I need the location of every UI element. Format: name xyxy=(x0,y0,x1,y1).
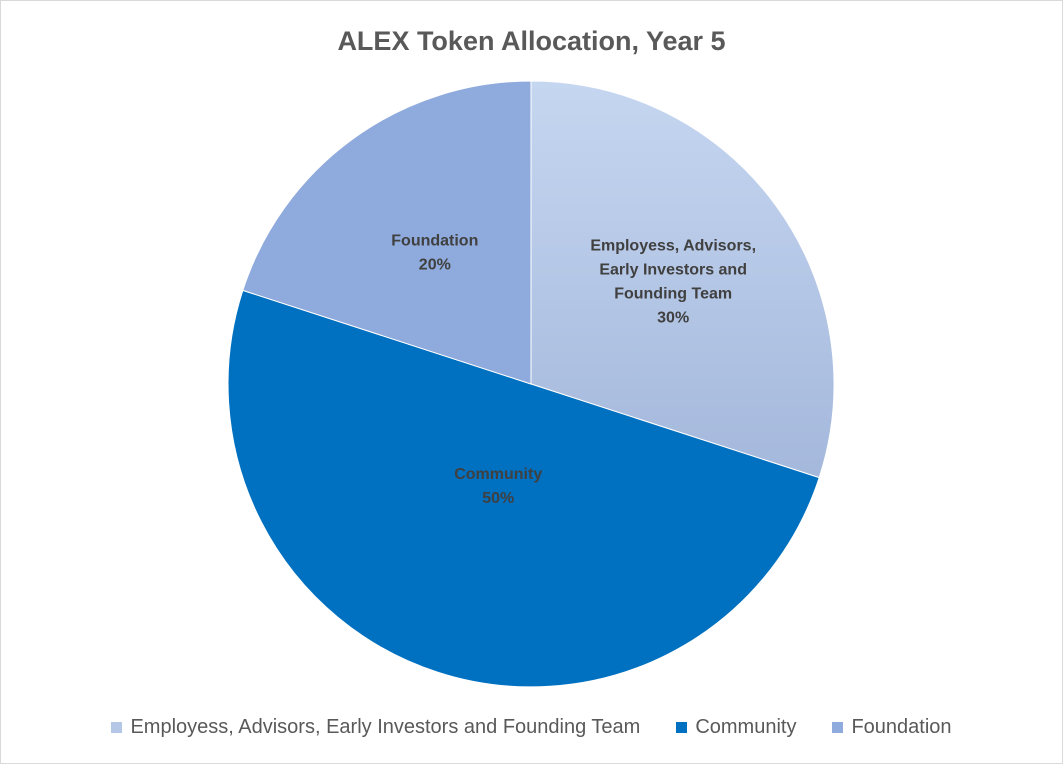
legend-label-employees: Employess, Advisors, Early Investors and… xyxy=(130,716,641,738)
legend: Employess, Advisors, Early Investors and… xyxy=(0,716,1063,739)
pie-slice-community[interactable] xyxy=(227,289,820,688)
slice-name-employees: Early Investors and xyxy=(599,262,747,279)
slice-name-community: Community xyxy=(454,466,542,483)
legend-item-foundation[interactable]: Foundation xyxy=(832,716,952,739)
legend-label-community: Community xyxy=(695,716,797,738)
legend-item-community[interactable]: Community xyxy=(676,716,796,739)
legend-label-foundation: Foundation xyxy=(851,716,952,738)
pie-slice-employees[interactable] xyxy=(530,80,835,479)
slice-value-community: 50% xyxy=(482,490,514,507)
slice-name-foundation: Foundation xyxy=(391,233,478,250)
legend-swatch-employees xyxy=(111,722,123,733)
legend-swatch-foundation xyxy=(832,722,844,733)
slice-label-foundation: Foundation 20% xyxy=(391,233,478,274)
slice-label-employees: Employess, Advisors, Early Investors and F… xyxy=(590,238,756,327)
chart-title: ALEX Token Allocation, Year 5 xyxy=(337,26,726,56)
pie-slice-foundation[interactable] xyxy=(242,80,532,385)
slice-name-employees: Employess, Advisors, xyxy=(590,238,756,255)
slice-value-employees: 30% xyxy=(657,310,689,327)
slice-label-community: Community 50% xyxy=(454,466,542,507)
slice-value-foundation: 20% xyxy=(419,257,451,274)
legend-item-employees[interactable]: Employess, Advisors, Early Investors and… xyxy=(111,716,640,739)
legend-swatch-community xyxy=(676,722,688,733)
slice-name-employees: Founding Team xyxy=(614,286,732,303)
